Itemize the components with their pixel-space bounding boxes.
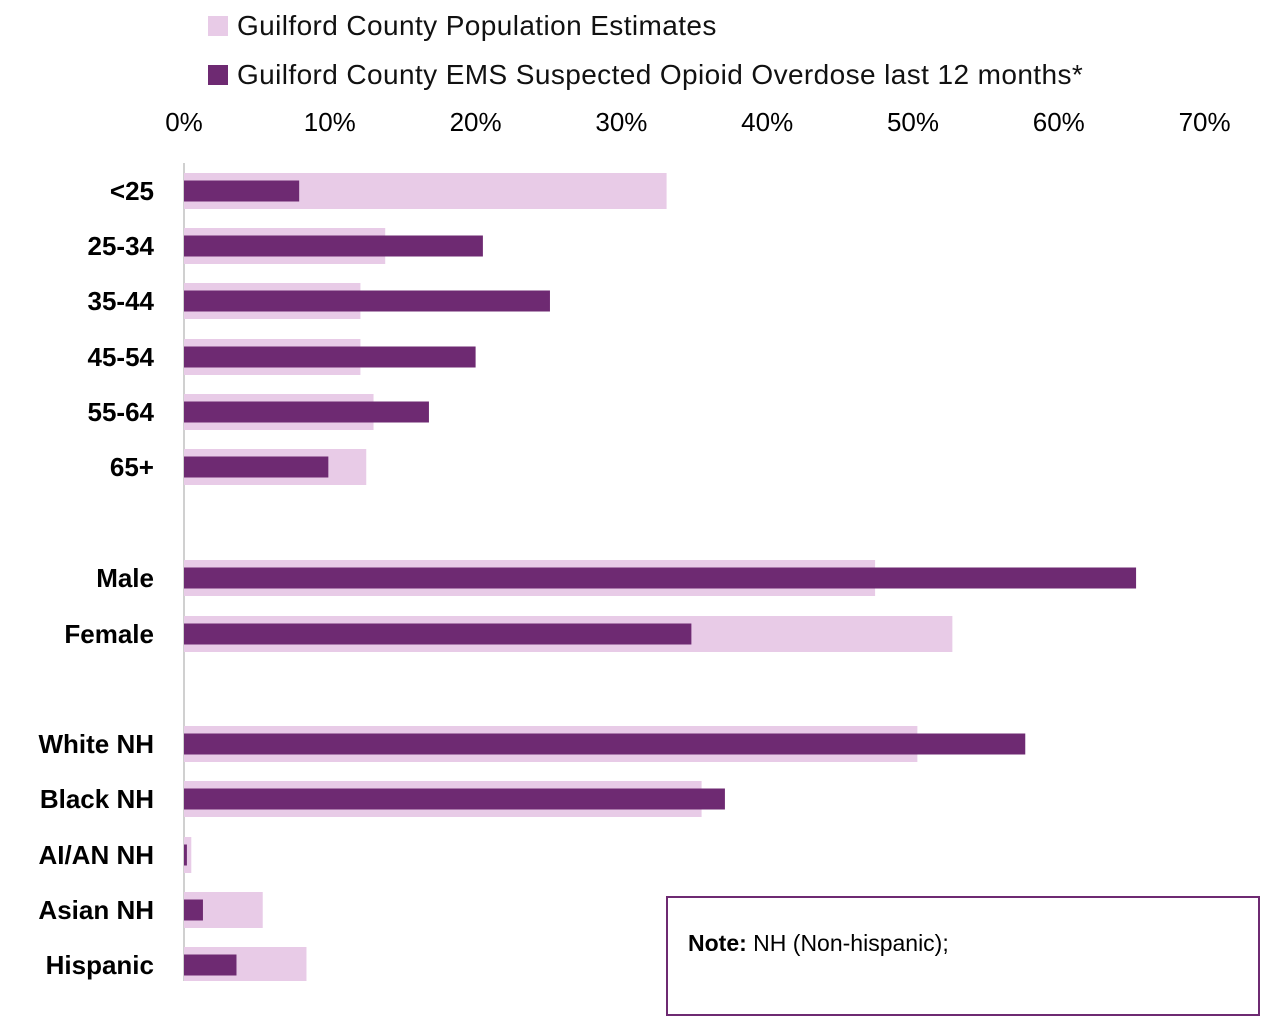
- category-label: <25: [110, 176, 154, 206]
- note-box: Note: NH (Non-hispanic);: [666, 896, 1260, 1016]
- x-tick-label: 30%: [595, 107, 647, 137]
- legend-item-ems: Guilford County EMS Suspected Opioid Ove…: [208, 59, 1083, 91]
- legend-item-population: Guilford County Population Estimates: [208, 10, 717, 42]
- x-tick-label: 20%: [450, 107, 502, 137]
- note-text: Note: NH (Non-hispanic);: [688, 930, 949, 957]
- category-label: Hispanic: [46, 950, 154, 980]
- legend-swatch-ems: [208, 65, 228, 85]
- note-body: NH (Non-hispanic);: [746, 930, 949, 956]
- bar-ems: [184, 788, 725, 810]
- bar-ems: [184, 899, 203, 921]
- bar-ems: [184, 456, 329, 478]
- category-label: 25-34: [88, 231, 155, 261]
- bar-ems: [184, 290, 550, 312]
- category-label: 65+: [110, 452, 154, 482]
- legend-label-ems: Guilford County EMS Suspected Opioid Ove…: [237, 59, 1084, 90]
- category-label: Male: [96, 563, 154, 593]
- category-label: Female: [64, 619, 154, 649]
- x-tick-label: 50%: [887, 107, 939, 137]
- bar-ems: [184, 401, 429, 423]
- bar-population: [184, 837, 192, 873]
- category-label: White NH: [38, 729, 154, 759]
- category-label: 35-44: [88, 286, 155, 316]
- x-tick-label: 10%: [304, 107, 356, 137]
- category-label: 55-64: [88, 397, 155, 427]
- category-label: Black NH: [40, 784, 154, 814]
- category-label: AI/AN NH: [38, 840, 154, 870]
- x-tick-label: 0%: [165, 107, 203, 137]
- bar-ems: [184, 180, 300, 202]
- legend-label-population: Guilford County Population Estimates: [237, 10, 717, 41]
- bar-ems: [184, 346, 476, 368]
- legend-swatch-population: [208, 16, 228, 36]
- bar-chart: 0% 10% 20% 30% 40% 50% 60% 70% <25 25-34 35-44 45-5…: [38, 107, 1231, 981]
- category-label: 45-54: [88, 342, 155, 372]
- bar-ems: [184, 235, 483, 257]
- bar-ems: [184, 623, 692, 645]
- x-tick-label: 40%: [741, 107, 793, 137]
- category-label: Asian NH: [38, 895, 154, 925]
- bar-ems: [184, 844, 187, 866]
- bar-ems: [184, 954, 237, 976]
- bar-ems: [184, 733, 1026, 755]
- x-tick-label: 70%: [1179, 107, 1231, 137]
- x-tick-label: 60%: [1033, 107, 1085, 137]
- note-label: Note:: [688, 930, 747, 956]
- bar-ems: [184, 567, 1137, 589]
